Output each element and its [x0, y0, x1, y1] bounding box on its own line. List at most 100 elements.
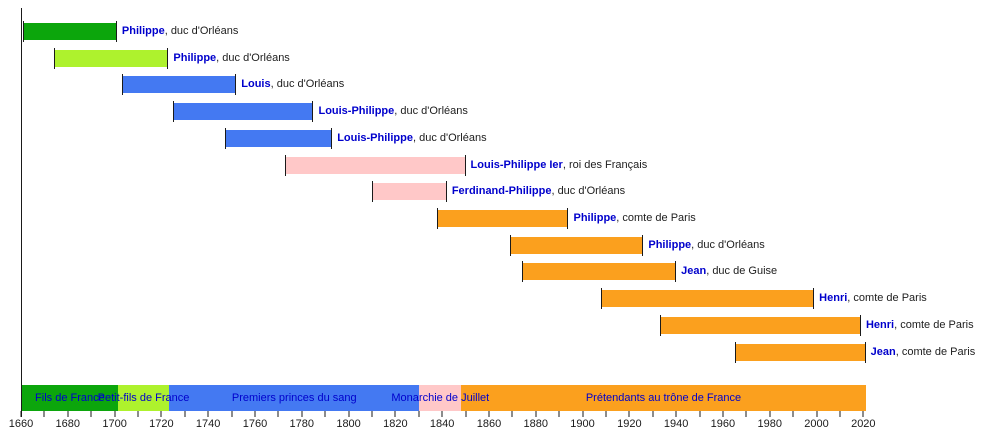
- axis-tick: [675, 411, 677, 417]
- axis-tick: [371, 411, 373, 417]
- axis-tick: [348, 411, 350, 417]
- axis-tick-label: 1940: [663, 418, 689, 430]
- person-name-link[interactable]: Philippe: [648, 238, 692, 251]
- legend-segment: Monarchie de Juillet: [391, 385, 489, 411]
- person-label: Philippe, comte de Paris: [569, 208, 696, 229]
- axis-tick-label: 1660: [8, 418, 34, 430]
- timeline-row: Jean, duc de Guise: [21, 261, 868, 283]
- timeline-row: Jean, comte de Paris: [21, 341, 975, 363]
- person-name-link[interactable]: Philippe: [173, 51, 217, 64]
- lifespan-bar: [601, 288, 815, 310]
- person-name-link[interactable]: Jean: [870, 345, 896, 358]
- axis-tick: [114, 411, 116, 417]
- lifespan-bar: [173, 101, 314, 123]
- axis-tick-label: 1720: [149, 418, 174, 430]
- axis-tick: [745, 411, 747, 417]
- axis-tick: [488, 411, 490, 417]
- legend-label-link[interactable]: Petit-fils de France: [97, 392, 190, 404]
- person-label: Philippe, duc d'Orléans: [117, 21, 238, 42]
- person-title-text: , comte de Paris: [895, 345, 976, 358]
- person-title-text: , roi des Français: [562, 158, 648, 171]
- legend-label-link[interactable]: Premiers princes du sang: [231, 392, 357, 404]
- axis-tick: [418, 411, 420, 417]
- person-label: Henri, comte de Paris: [814, 288, 927, 309]
- person-name-link[interactable]: Ferdinand-Philippe: [451, 185, 552, 198]
- axis-tick-label: 1760: [242, 418, 268, 430]
- legend-label-link[interactable]: Prétendants au trône de France: [585, 392, 742, 404]
- lifespan-bar-fill: [602, 290, 814, 308]
- person-name-link[interactable]: Louis-Philippe: [318, 105, 395, 118]
- lifespan-bar: [53, 47, 169, 69]
- legend-segment: Fils de France: [22, 385, 118, 411]
- axis-tick-label: 1860: [476, 418, 502, 430]
- person-label: Louis-Philippe, duc d'Orléans: [313, 101, 467, 122]
- person-label: Philippe, duc d'Orléans: [643, 235, 764, 256]
- lifespan-bar: [437, 208, 569, 230]
- legend-label-link[interactable]: Monarchie de Juillet: [391, 392, 490, 404]
- axis-tick-label: 1880: [523, 418, 548, 430]
- axis-tick-label: 1980: [757, 418, 782, 430]
- lifespan-bar-fill: [24, 23, 116, 40]
- person-name-link[interactable]: Louis-Philippe Ier: [470, 158, 563, 171]
- axis-tick: [441, 411, 443, 417]
- axis-tick: [67, 411, 69, 417]
- timeline-row: Philippe, comte de Paris: [21, 208, 868, 230]
- axis-tick: [465, 411, 467, 417]
- lifespan-bar-fill: [122, 76, 236, 94]
- person-title-text: , duc d'Orléans: [691, 238, 765, 251]
- axis-tick: [769, 411, 771, 417]
- person-name-link[interactable]: Louis: [241, 78, 271, 91]
- person-name-link[interactable]: Philippe: [121, 25, 165, 37]
- axis-tick: [792, 411, 794, 417]
- person-title-text: , duc d'Orléans: [394, 105, 468, 118]
- axis-tick: [20, 411, 22, 417]
- timeline-row: Louis-Philippe Ier, roi des Français: [21, 154, 868, 176]
- person-title-text: , comte de Paris: [847, 292, 927, 305]
- axis-tick: [301, 411, 303, 417]
- lifespan-bar-fill: [511, 236, 643, 254]
- lifespan-bar-fill: [660, 316, 860, 334]
- axis-tick: [839, 411, 841, 417]
- chart-left-axis-line: [21, 8, 22, 417]
- person-name-link[interactable]: Louis-Philippe: [337, 131, 413, 144]
- person-label: Jean, duc de Guise: [676, 261, 777, 282]
- plot-area: Philippe, duc d'Orléans Philippe, duc d'O…: [9, 0, 975, 442]
- axis-tick: [184, 411, 186, 417]
- lifespan-bar: [121, 74, 237, 96]
- lifespan-bar: [285, 154, 466, 176]
- axis-tick-label: 1740: [195, 418, 221, 430]
- axis-tick-label: 1800: [336, 418, 361, 430]
- person-title-text: , comte de Paris: [894, 318, 974, 331]
- axis-tick: [652, 411, 654, 417]
- person-label: Jean, comte de Paris: [866, 342, 976, 363]
- person-name-link[interactable]: Jean: [681, 265, 707, 278]
- person-name-link[interactable]: Henri: [865, 318, 895, 331]
- person-name-link[interactable]: Philippe: [573, 212, 617, 225]
- timeline-row: Louis-Philippe, duc d'Orléans: [21, 101, 868, 123]
- legend-band: Fils de France Petit-fils de France Premie…: [22, 385, 868, 411]
- axis-tick: [722, 411, 724, 417]
- axis-tick: [90, 411, 92, 417]
- person-label: Louis-Philippe, duc d'Orléans: [332, 128, 486, 149]
- axis-tick: [558, 411, 560, 417]
- axis-tick: [605, 411, 607, 417]
- lifespan-bar: [224, 127, 333, 149]
- person-title-text: , duc d'Orléans: [270, 78, 345, 91]
- legend-label-link[interactable]: Fils de France: [35, 392, 105, 404]
- lifespan-bar: [521, 261, 677, 283]
- axis-tick-label: 1960: [710, 418, 736, 430]
- axis-tick-label: 2020: [851, 418, 876, 430]
- legend-segment: Prétendants au trône de France: [461, 385, 866, 411]
- axis-tick: [137, 411, 139, 417]
- axis-tick: [160, 411, 162, 417]
- person-title-text: , duc d'Orléans: [412, 131, 487, 144]
- axis-tick-label: 1900: [570, 418, 595, 430]
- lifespan-bar: [23, 21, 117, 42]
- person-title-text: , duc d'Orléans: [216, 51, 290, 64]
- person-name-link[interactable]: Henri: [819, 292, 848, 305]
- lifespan-bar-fill: [54, 49, 168, 67]
- lifespan-bar-fill: [286, 156, 465, 174]
- timeline-row: Philippe, duc d'Orléans: [21, 234, 868, 256]
- person-title-text: , duc d'Orléans: [164, 25, 239, 37]
